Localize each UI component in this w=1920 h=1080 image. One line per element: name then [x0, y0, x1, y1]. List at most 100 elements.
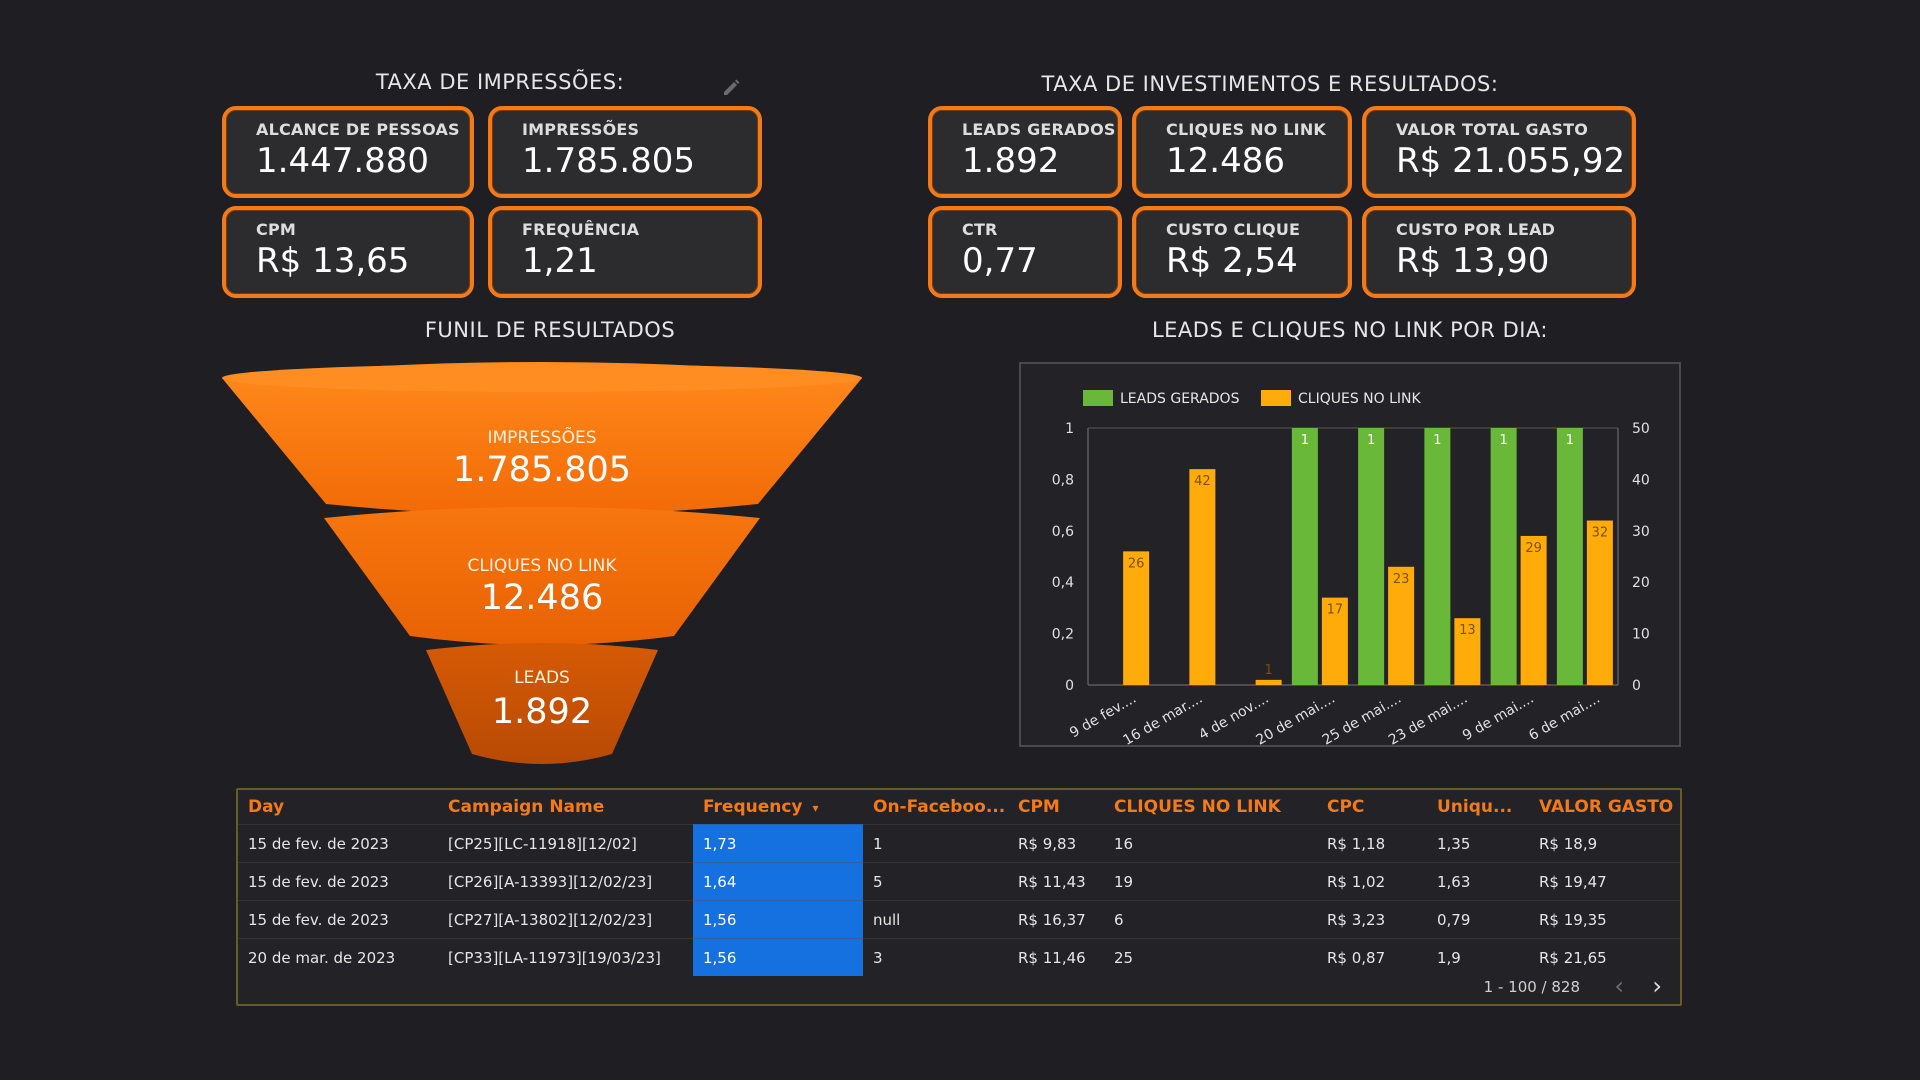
table-cell: 15 de fev. de 2023 — [238, 900, 438, 939]
bar-leads — [1424, 428, 1451, 685]
kpi-label: CUSTO POR LEAD — [1396, 220, 1556, 239]
table-cell: 25 — [1104, 938, 1317, 976]
table-cell: 16 — [1104, 824, 1317, 863]
y-right-tick-label: 20 — [1632, 575, 1650, 591]
y-right-tick-label: 40 — [1632, 472, 1650, 488]
bar-label-leads: 1 — [1367, 433, 1375, 448]
table-cell: null — [863, 900, 1008, 939]
bar-label-leads: 1 — [1499, 433, 1507, 448]
chevron-left-icon[interactable]: ‹ — [1614, 972, 1624, 1000]
kpi-card-impressions: IMPRESSÕES 1.785.805 — [488, 106, 762, 198]
column-header-amount-spent[interactable]: VALOR GASTO — [1539, 797, 1674, 817]
funnel-value-impressions: 1.785.805 — [452, 450, 632, 490]
kpi-card-ctr: CTR 0,77 — [928, 206, 1122, 298]
table-cell: [CP25][LC-11918][12/02] — [438, 824, 693, 863]
column-header-day[interactable]: Day — [248, 797, 285, 817]
kpi-value: 0,77 — [962, 241, 1038, 281]
kpi-value: 12.486 — [1166, 141, 1285, 181]
campaign-table: Day Campaign Name Frequency ▾ On-Faceboo… — [236, 788, 1682, 1006]
table-cell: 1,35 — [1427, 824, 1529, 863]
bar-clicks — [1388, 566, 1415, 685]
table-cell: R$ 1,02 — [1317, 862, 1427, 901]
bar-clicks — [1520, 535, 1547, 685]
table-cell: 3 — [863, 938, 1008, 976]
table-cell: [CP27][A-13802][12/02/23] — [438, 900, 693, 939]
chart-section-title: LEADS E CLIQUES NO LINK POR DIA: — [1151, 318, 1549, 342]
kpi-card-total-spent: VALOR TOTAL GASTO R$ 21.055,92 — [1362, 106, 1636, 198]
kpi-value: R$ 13,65 — [256, 241, 410, 281]
funnel-stage-leads[interactable] — [426, 643, 658, 764]
bar-label-clicks: 26 — [1128, 556, 1145, 571]
y-left-tick-label: 0,2 — [1052, 627, 1074, 643]
table-cell: 6 — [1104, 900, 1317, 939]
table-cell: 1,56 — [693, 900, 863, 939]
funnel-stage-link-clicks[interactable] — [324, 507, 760, 645]
bar-clicks — [1454, 618, 1481, 685]
table-cell: 1,56 — [693, 938, 863, 976]
table-cell: 0,79 — [1427, 900, 1529, 939]
column-header-frequency[interactable]: Frequency ▾ — [693, 790, 863, 825]
impressions-section-title: TAXA DE IMPRESSÕES: — [375, 70, 625, 94]
bar-clicks — [1321, 597, 1348, 685]
column-header-on-facebook[interactable]: On-Faceboo... — [873, 797, 1006, 817]
table-cell: 1,73 — [693, 824, 863, 863]
kpi-card-cpm: CPM R$ 13,65 — [222, 206, 474, 298]
table-cell: R$ 19,47 — [1529, 862, 1680, 901]
funnel-stage-impressions[interactable] — [222, 362, 862, 515]
table-row[interactable]: 20 de mar. de 2023 [CP33][LA-11973][19/03… — [238, 938, 1680, 976]
column-header-unique[interactable]: Uniqu... — [1437, 797, 1513, 817]
y-left-tick-label: 0 — [1065, 678, 1074, 694]
table-row[interactable]: 15 de fev. de 2023 [CP25][LC-11918][12/02… — [238, 824, 1680, 863]
legend-swatch-clicks — [1261, 390, 1291, 406]
x-tick-label: 9 de mai.... — [1460, 691, 1537, 744]
x-tick-label: 6 de mai.... — [1526, 691, 1603, 744]
table-row[interactable]: 15 de fev. de 2023 [CP27][A-13802][12/02/… — [238, 900, 1680, 939]
chevron-right-icon[interactable]: › — [1652, 972, 1662, 1000]
leads-clicks-chart: 0 0,2 0,4 0,6 0,8 1 0 10 20 30 40 50 LEADS GERADOS CL… — [1019, 362, 1681, 749]
table-cell: 1,63 — [1427, 862, 1529, 901]
column-header-link-clicks[interactable]: CLIQUES NO LINK — [1114, 797, 1281, 817]
funnel-label-link-clicks: CLIQUES NO LINK — [467, 556, 617, 576]
legend-label-clicks: CLIQUES NO LINK — [1298, 391, 1421, 407]
y-left-tick-label: 0,8 — [1052, 472, 1074, 488]
kpi-card-cost-per-lead: CUSTO POR LEAD R$ 13,90 — [1362, 206, 1636, 298]
bar-leads — [1291, 428, 1318, 685]
bar-leads — [1556, 428, 1583, 685]
y-right-tick-label: 50 — [1632, 421, 1650, 437]
table-cell: 15 de fev. de 2023 — [238, 862, 438, 901]
bar-label-leads: 1 — [1433, 433, 1441, 448]
table-row[interactable]: 15 de fev. de 2023 [CP26][A-13393][12/02/… — [238, 862, 1680, 901]
column-header-cpm[interactable]: CPM — [1018, 797, 1060, 817]
pagination-range: 1 - 100 / 828 — [1483, 978, 1580, 996]
kpi-value: 1.447.880 — [256, 141, 430, 181]
kpi-card-cost-per-click: CUSTO CLIQUE R$ 2,54 — [1132, 206, 1352, 298]
bar-leads — [1490, 428, 1517, 685]
bar-label-clicks: 23 — [1393, 572, 1410, 587]
table-cell: R$ 0,87 — [1317, 938, 1427, 976]
bar-label-clicks: 32 — [1592, 526, 1609, 541]
pencil-icon[interactable] — [720, 78, 742, 100]
table-cell: R$ 19,35 — [1529, 900, 1680, 939]
kpi-card-frequency: FREQUÊNCIA 1,21 — [488, 206, 762, 298]
kpi-card-leads: LEADS GERADOS 1.892 — [928, 106, 1122, 198]
funnel-label-leads: LEADS — [514, 668, 570, 688]
table-cell: [CP33][LA-11973][19/03/23] — [438, 938, 693, 976]
y-left-tick-label: 0,6 — [1052, 524, 1074, 540]
column-header-campaign-name[interactable]: Campaign Name — [448, 797, 605, 817]
bar-clicks — [1255, 679, 1282, 685]
bar-label-clicks: 29 — [1525, 541, 1542, 556]
kpi-card-reach: ALCANCE DE PESSOAS 1.447.880 — [222, 106, 474, 198]
table-cell: 1,9 — [1427, 938, 1529, 976]
sort-desc-icon: ▾ — [812, 801, 819, 815]
bar-label-leads: 1 — [1301, 433, 1309, 448]
table-cell: R$ 9,83 — [1008, 824, 1104, 863]
investments-section-title: TAXA DE INVESTIMENTOS E RESULTADOS: — [1041, 72, 1499, 96]
kpi-label: VALOR TOTAL GASTO — [1396, 120, 1589, 139]
bar-clicks — [1189, 469, 1216, 685]
column-header-cpc[interactable]: CPC — [1327, 797, 1365, 817]
bar-label-leads: 1 — [1566, 433, 1574, 448]
kpi-label: CPM — [256, 220, 296, 239]
table-cell: R$ 21,65 — [1529, 938, 1680, 976]
table-cell: R$ 18,9 — [1529, 824, 1680, 863]
table-cell: 19 — [1104, 862, 1317, 901]
